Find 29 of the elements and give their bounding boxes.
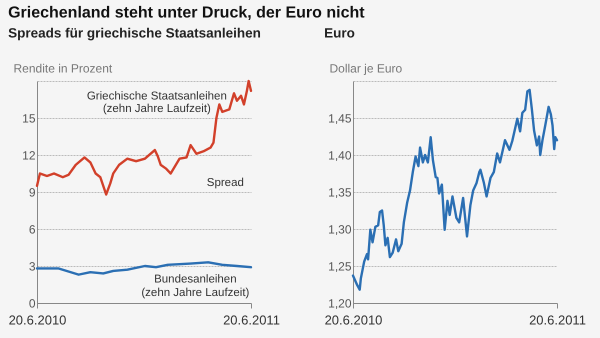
y-tick-label: 1,45 — [328, 112, 352, 126]
annotation: (zehn Jahre Laufzeit) — [102, 102, 212, 115]
y-tick-label: 1,25 — [328, 260, 352, 274]
y-tick-label: 12 — [22, 148, 36, 162]
y-tick-label: 1,40 — [328, 148, 352, 162]
y-tick-label: 9 — [28, 186, 36, 200]
annotation: Spread — [206, 177, 244, 190]
line-series — [352, 88, 558, 291]
annotation: Bundesanleihen — [154, 274, 237, 286]
x-tick-label: 20.6.2010 — [324, 312, 382, 328]
x-tick-label: 20.6.2010 — [8, 312, 66, 328]
y-axis-title: Rendite in Prozent — [14, 62, 113, 76]
annotation: Griechische Staatsanleihen — [86, 90, 227, 103]
y-tick-label: 6 — [28, 222, 36, 236]
annotation: (zehn Jahre Laufzeit) — [141, 287, 250, 300]
chart-title: Griechenland steht unter Druck, der Euro nicht — [8, 4, 366, 22]
y-tick-label: 1,35 — [328, 186, 352, 200]
line-series — [36, 261, 252, 276]
y-tick-label: 0 — [28, 296, 36, 310]
chart-title: Euro — [324, 26, 355, 40]
x-tick-label: 20.6.2011 — [223, 312, 280, 328]
y-tick-label: 3 — [28, 260, 36, 274]
x-tick-label: 20.6.2011 — [529, 312, 586, 328]
y-tick-label: 1,30 — [328, 222, 352, 236]
y-tick-label: 15 — [22, 112, 36, 126]
y-axis-title: Dollar je Euro — [330, 62, 403, 76]
line-series — [36, 80, 252, 196]
y-tick-label: 1,20 — [328, 296, 352, 310]
chart-subtitle: Spreads für griechische Staatsanleihen — [8, 26, 261, 40]
